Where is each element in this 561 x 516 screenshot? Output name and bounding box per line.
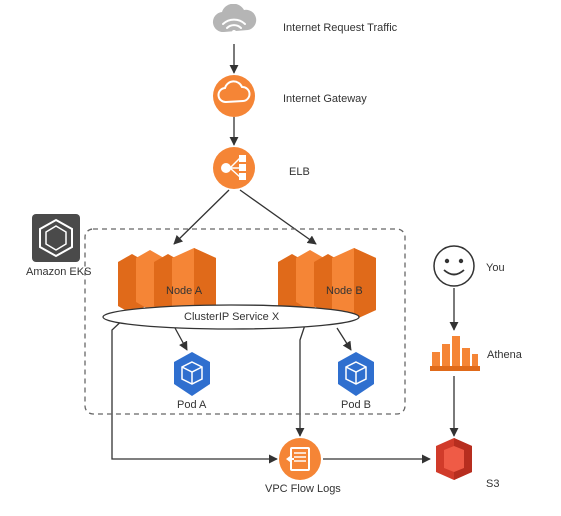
vpcflow-icon — [278, 437, 322, 481]
igw-label: Internet Gateway — [283, 93, 367, 105]
internet-label: Internet Request Traffic — [283, 22, 397, 34]
athena-label: Athena — [487, 349, 522, 361]
podB-icon — [334, 350, 378, 398]
clusterip-label: ClusterIP Service X — [184, 311, 279, 323]
s3-label: S3 — [486, 478, 499, 490]
igw-icon — [212, 74, 256, 118]
s3-icon — [430, 436, 478, 482]
nodeB-label: Node B — [326, 285, 363, 297]
vpcflow-label: VPC Flow Logs — [265, 483, 341, 495]
elb-label: ELB — [289, 166, 310, 178]
podB-label: Pod B — [341, 399, 371, 411]
eks-icon — [30, 212, 82, 264]
you-icon — [432, 244, 476, 288]
elb-icon — [212, 146, 256, 190]
nodeA-label: Node A — [166, 285, 202, 297]
eks-label: Amazon EKS — [26, 266, 91, 278]
podA-label: Pod A — [177, 399, 206, 411]
internet-icon — [210, 4, 258, 44]
athena-icon — [428, 330, 480, 374]
podA-icon — [170, 350, 214, 398]
you-label: You — [486, 262, 505, 274]
diagram-canvas: Internet Request Traffic Internet Gatewa… — [0, 0, 561, 516]
